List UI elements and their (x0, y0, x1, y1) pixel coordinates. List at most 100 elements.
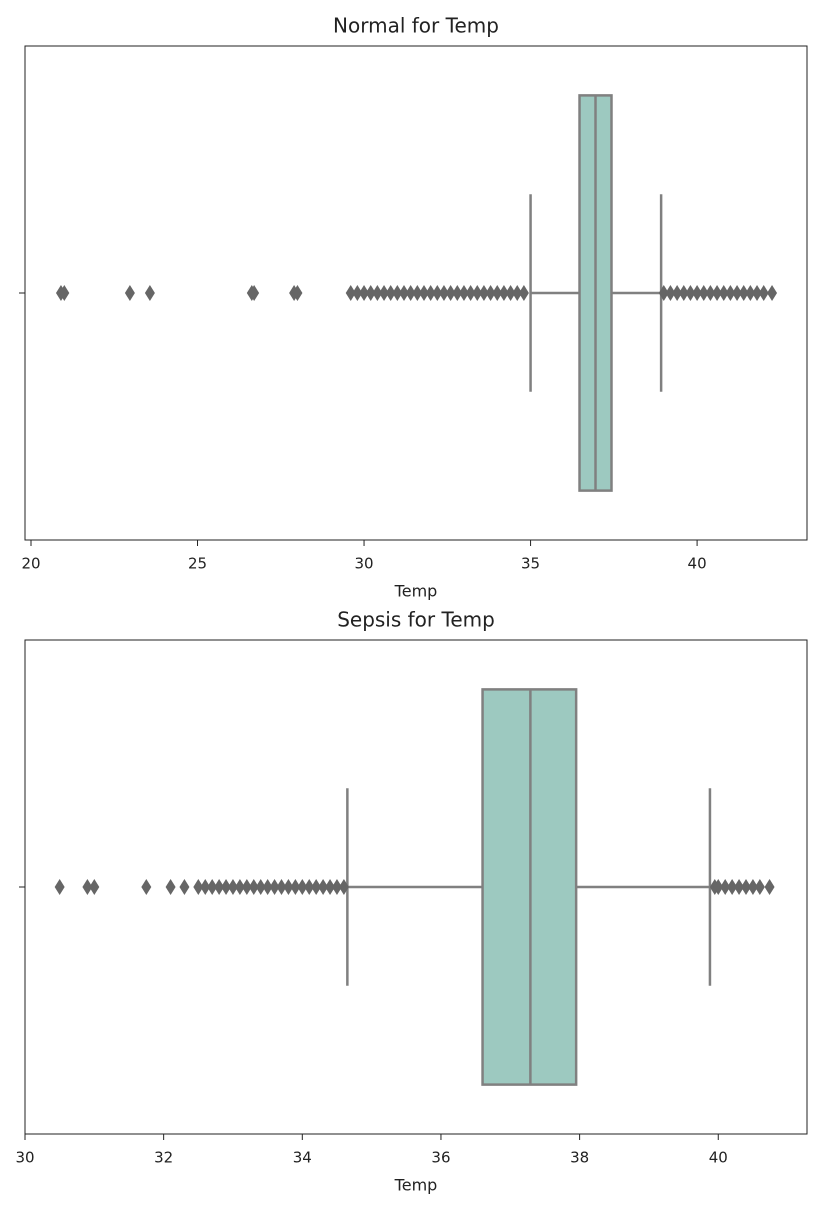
flier (193, 879, 204, 895)
flier (485, 285, 496, 301)
flier (255, 879, 266, 895)
flier (276, 879, 287, 895)
x-tick-label: 30 (354, 555, 373, 573)
flier (318, 879, 329, 895)
flier (732, 285, 743, 301)
flier (385, 285, 396, 301)
flier (672, 285, 683, 301)
flier (478, 285, 489, 301)
chart-title: Sepsis for Temp (337, 608, 495, 632)
flier (738, 285, 749, 301)
flier (665, 285, 676, 301)
flier (692, 285, 703, 301)
flier (752, 285, 763, 301)
x-tick-label: 34 (293, 1149, 312, 1167)
flier (472, 285, 483, 301)
flier (54, 879, 65, 895)
x-tick-label: 30 (15, 1149, 34, 1167)
flier (372, 285, 383, 301)
flier (59, 285, 70, 301)
flier (465, 285, 476, 301)
flier (144, 285, 155, 301)
flier (712, 285, 723, 301)
flier (432, 285, 443, 301)
chart-title: Normal for Temp (333, 14, 499, 38)
flier (89, 879, 100, 895)
flier (678, 285, 689, 301)
flier (725, 285, 736, 301)
flier (412, 285, 423, 301)
flier (418, 285, 429, 301)
flier (452, 285, 463, 301)
flier (740, 879, 751, 895)
flier (705, 285, 716, 301)
flier (221, 879, 232, 895)
flier (352, 285, 363, 301)
x-tick-label: 40 (688, 555, 707, 573)
x-tick-label: 38 (570, 1149, 589, 1167)
flier (758, 285, 769, 301)
flier (365, 285, 376, 301)
flier (241, 879, 252, 895)
flier (720, 879, 731, 895)
flier (207, 879, 218, 895)
flier (767, 285, 778, 301)
flier (331, 879, 342, 895)
flier (658, 285, 669, 301)
flier (492, 285, 503, 301)
flier (512, 285, 523, 301)
flier (82, 879, 93, 895)
flier (214, 879, 225, 895)
flier (227, 879, 238, 895)
x-tick-label: 25 (188, 555, 207, 573)
flier (734, 879, 745, 895)
flier (165, 879, 176, 895)
flier (200, 879, 211, 895)
flier (698, 285, 709, 301)
x-axis-label: Temp (394, 582, 438, 601)
flier (311, 879, 322, 895)
flier (290, 879, 301, 895)
x-axis-label: Temp (394, 1176, 438, 1195)
x-tick-label: 35 (521, 555, 540, 573)
flier (345, 285, 356, 301)
flier (518, 285, 529, 301)
flier (297, 879, 308, 895)
flier (338, 879, 349, 895)
x-tick-label: 32 (154, 1149, 173, 1167)
x-tick-label: 36 (431, 1149, 450, 1167)
flier (325, 879, 336, 895)
flier (234, 879, 245, 895)
flier (292, 285, 303, 301)
flier (179, 879, 190, 895)
flier (505, 285, 516, 301)
flier (745, 285, 756, 301)
flier (685, 285, 696, 301)
flier (498, 285, 509, 301)
flier (249, 285, 260, 301)
flier (304, 879, 315, 895)
flier (754, 879, 765, 895)
flier (727, 879, 738, 895)
flier (445, 285, 456, 301)
plot-frame (24, 639, 808, 1135)
flier (392, 285, 403, 301)
flier (124, 285, 135, 301)
flier (438, 285, 449, 301)
flier (713, 879, 724, 895)
flier (718, 285, 729, 301)
flier (747, 879, 758, 895)
flier (458, 285, 469, 301)
flier (764, 879, 775, 895)
flier (248, 879, 259, 895)
flier (379, 285, 390, 301)
x-tick-label: 20 (21, 555, 40, 573)
flier (425, 285, 436, 301)
flier (359, 285, 370, 301)
x-tick-label: 40 (709, 1149, 728, 1167)
flier (399, 285, 410, 301)
flier (405, 285, 416, 301)
plot-frame (24, 45, 808, 541)
flier (262, 879, 273, 895)
